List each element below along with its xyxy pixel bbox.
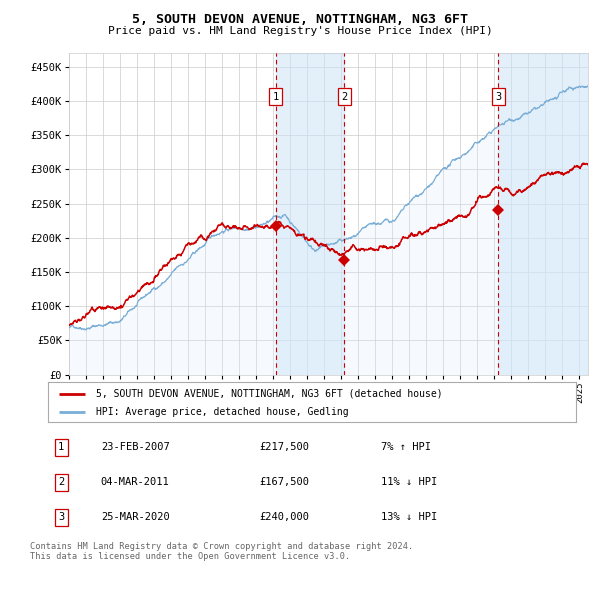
Text: 1: 1	[272, 91, 279, 101]
Text: HPI: Average price, detached house, Gedling: HPI: Average price, detached house, Gedl…	[95, 407, 348, 417]
Bar	[499, 53, 588, 375]
Text: 5, SOUTH DEVON AVENUE, NOTTINGHAM, NG3 6FT (detached house): 5, SOUTH DEVON AVENUE, NOTTINGHAM, NG3 6…	[95, 389, 442, 399]
Text: £217,500: £217,500	[259, 442, 309, 453]
Text: 3: 3	[58, 512, 64, 522]
Text: 23-FEB-2007: 23-FEB-2007	[101, 442, 170, 453]
Text: 5, SOUTH DEVON AVENUE, NOTTINGHAM, NG3 6FT: 5, SOUTH DEVON AVENUE, NOTTINGHAM, NG3 6…	[132, 13, 468, 26]
Text: 11% ↓ HPI: 11% ↓ HPI	[380, 477, 437, 487]
Text: 13% ↓ HPI: 13% ↓ HPI	[380, 512, 437, 522]
Text: 2: 2	[58, 477, 64, 487]
Bar	[275, 53, 344, 375]
Text: 04-MAR-2011: 04-MAR-2011	[101, 477, 170, 487]
Text: 25-MAR-2020: 25-MAR-2020	[101, 512, 170, 522]
Text: 2: 2	[341, 91, 347, 101]
Text: Price paid vs. HM Land Registry's House Price Index (HPI): Price paid vs. HM Land Registry's House …	[107, 26, 493, 36]
Text: 3: 3	[495, 91, 502, 101]
Text: Contains HM Land Registry data © Crown copyright and database right 2024.
This d: Contains HM Land Registry data © Crown c…	[30, 542, 413, 561]
Text: 7% ↑ HPI: 7% ↑ HPI	[380, 442, 431, 453]
Text: £167,500: £167,500	[259, 477, 309, 487]
Text: 1: 1	[58, 442, 64, 453]
Text: £240,000: £240,000	[259, 512, 309, 522]
